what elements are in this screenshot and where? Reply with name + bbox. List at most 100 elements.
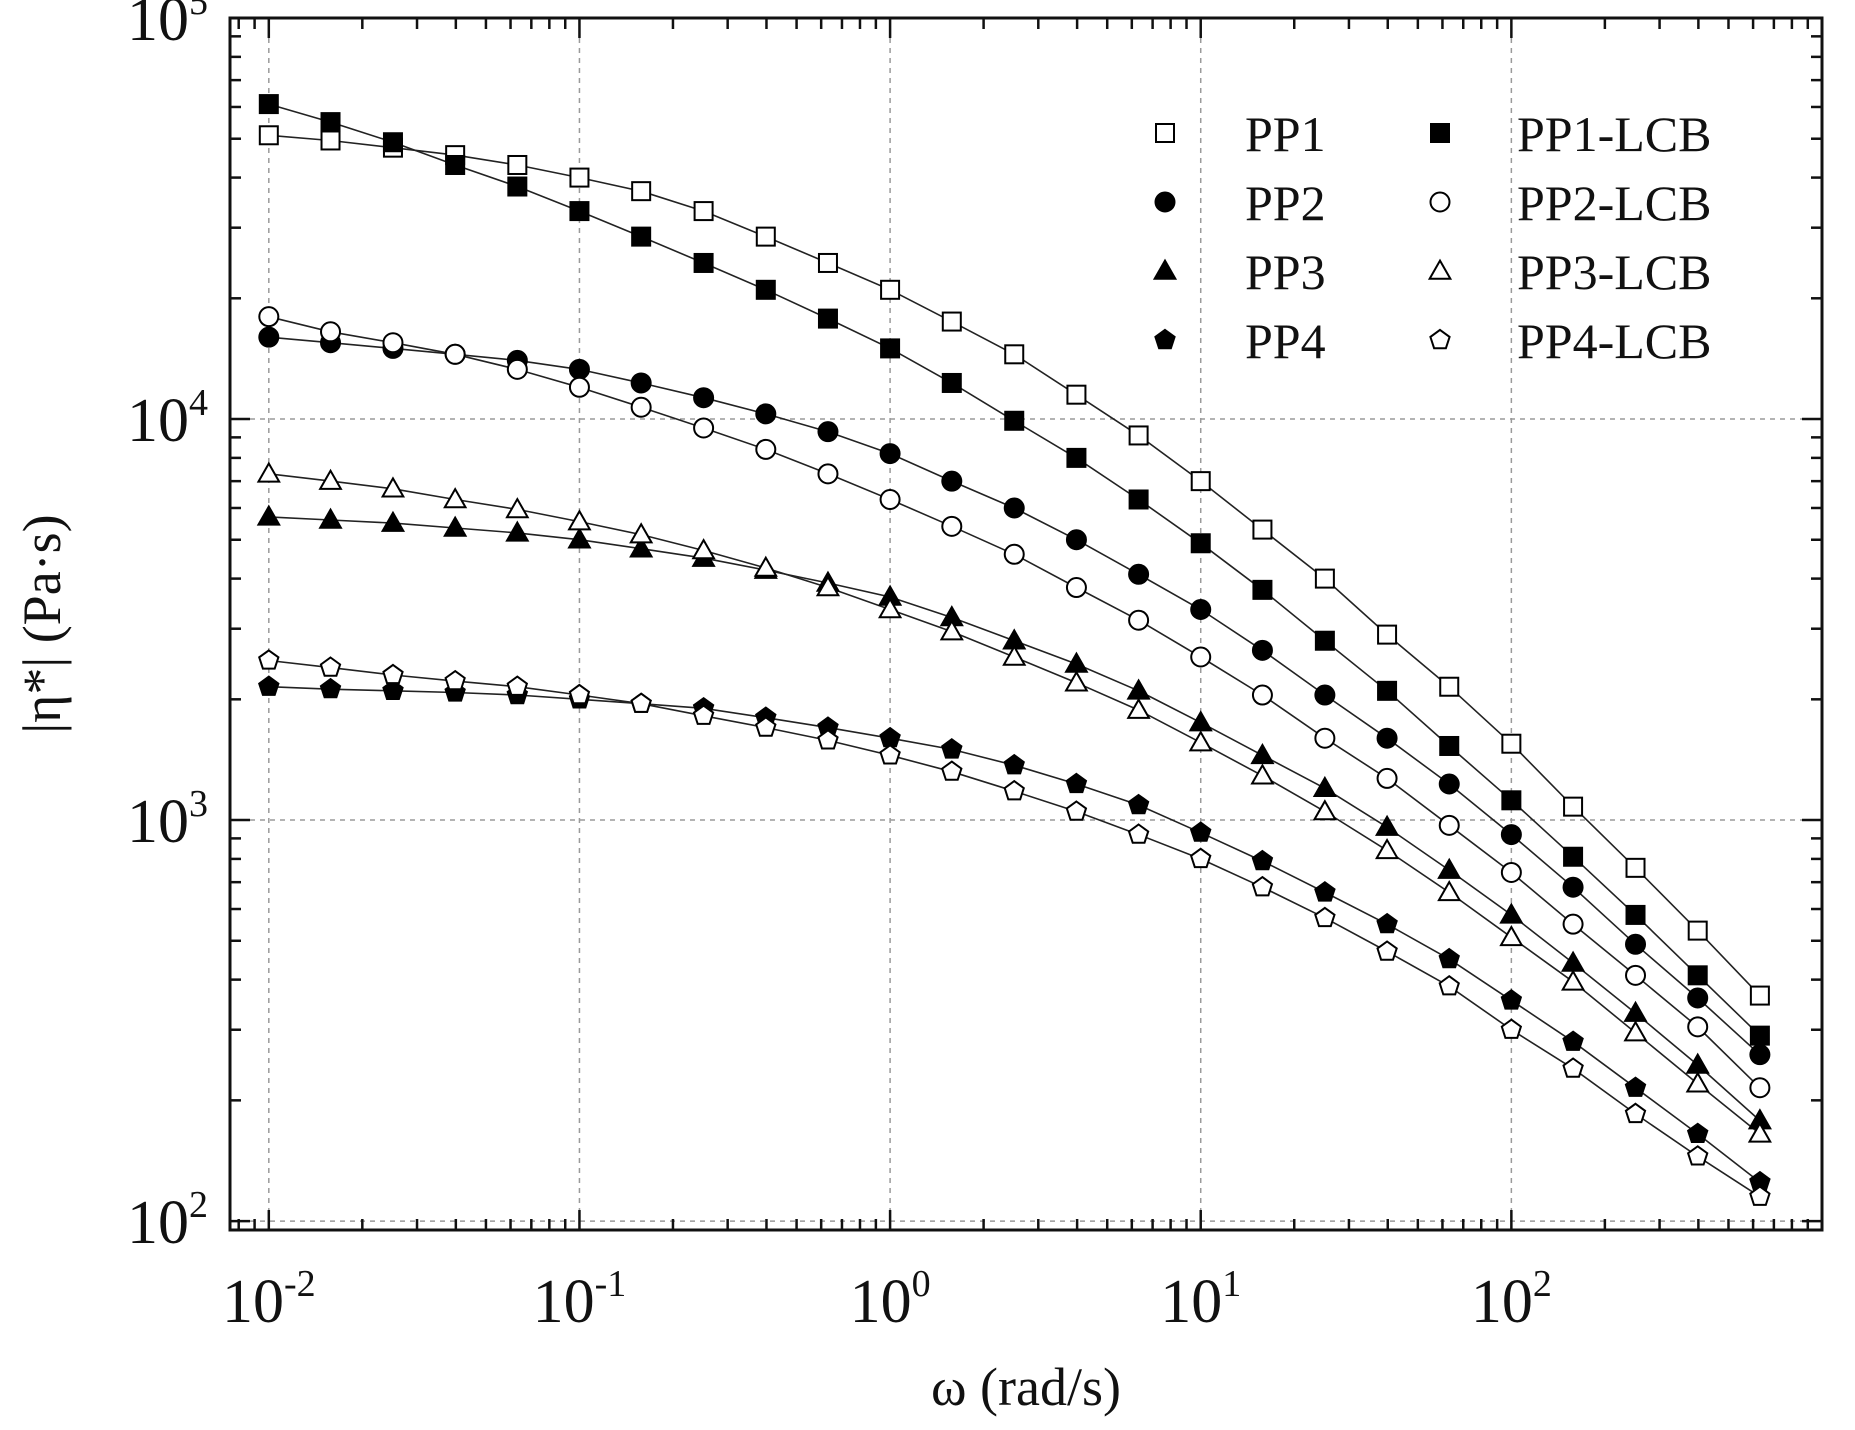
data-point-pp3-lcb <box>815 575 841 597</box>
data-point-pp1-lcb <box>569 201 590 222</box>
data-point-pp1 <box>258 125 279 146</box>
data-point-pp1 <box>941 311 962 332</box>
legend-item-pp4-lcb: PP4-LCB <box>1429 313 1712 369</box>
data-point-pp1 <box>1749 985 1770 1006</box>
data-point-pp4 <box>258 675 280 696</box>
data-point-pp2-lcb <box>879 488 901 510</box>
series-markers-pp4-lcb <box>258 649 1771 1206</box>
data-point-pp3-lcb <box>753 555 778 577</box>
data-point-pp4-lcb <box>1189 847 1212 869</box>
data-point-pp2-lcb <box>320 321 342 343</box>
data-point-pp2 <box>879 443 901 465</box>
data-point-pp3 <box>256 504 281 526</box>
data-point-pp2-lcb <box>1687 1016 1709 1038</box>
data-point-pp4 <box>1438 947 1460 969</box>
legend-marker <box>1427 258 1453 280</box>
data-point-pp3 <box>1250 742 1275 765</box>
series-markers-pp2 <box>258 326 1771 1066</box>
data-point-pp4 <box>879 726 901 748</box>
legend-marker <box>1154 328 1176 350</box>
legend-item-pp4: PP4 <box>1154 313 1326 369</box>
data-point-pp2 <box>755 403 777 425</box>
x-tick-label: 101 <box>1160 1263 1241 1336</box>
data-point-pp4 <box>1065 772 1088 794</box>
data-point-pp1-lcb <box>1252 579 1273 600</box>
data-point-pp3-lcb <box>1499 924 1524 947</box>
axis-ticks <box>230 16 1824 1230</box>
legend-item-pp2: PP2 <box>1154 175 1326 231</box>
data-point-pp1 <box>880 279 901 300</box>
data-point-pp2 <box>1438 773 1460 795</box>
data-point-pp1 <box>1377 624 1398 645</box>
legend-item-pp3-lcb: PP3-LCB <box>1427 244 1712 300</box>
data-point-pp4-lcb <box>1251 875 1274 897</box>
legend-label: PP2-LCB <box>1517 175 1712 231</box>
series-markers-pp3-lcb <box>256 461 1772 1143</box>
legend: PP1 PP2 PP3 PP4 PP1-LCB PP2-LCB PP3-LCB PP4-LCB <box>1152 106 1712 369</box>
data-point-pp3 <box>1437 857 1462 879</box>
data-point-pp4-lcb <box>1562 1057 1584 1078</box>
data-point-pp4-lcb <box>879 744 901 765</box>
data-point-pp2-lcb <box>568 376 590 398</box>
data-point-pp2-lcb <box>1128 609 1150 631</box>
data-point-pp4 <box>941 738 963 759</box>
data-point-pp3 <box>1188 710 1213 732</box>
data-point-pp1-lcb <box>445 154 466 175</box>
data-point-pp3 <box>629 536 654 558</box>
data-point-pp2 <box>1562 876 1584 898</box>
data-point-pp4 <box>1127 793 1150 815</box>
series-line-pp2-lcb <box>268 315 1761 1089</box>
data-point-pp2 <box>941 470 963 492</box>
data-point-pp4-lcb <box>444 669 466 691</box>
data-point-pp1-lcb <box>320 112 341 133</box>
data-point-pp2-lcb <box>1562 913 1584 935</box>
data-point-pp1-lcb <box>631 226 652 247</box>
data-point-pp4 <box>1003 753 1025 775</box>
data-point-pp2-lcb <box>258 306 280 328</box>
data-point-pp3-lcb <box>380 476 406 498</box>
data-point-pp1-lcb <box>1128 489 1149 510</box>
data-point-pp1-lcb <box>1066 447 1087 468</box>
data-point-pp1-lcb <box>1439 735 1460 756</box>
data-point-pp1 <box>1501 733 1522 754</box>
plot-frame <box>228 16 1824 1232</box>
data-point-pp3-lcb <box>1188 730 1213 752</box>
data-point-pp2-lcb <box>817 463 839 485</box>
data-point-pp3-lcb <box>1623 1020 1648 1042</box>
data-point-pp4 <box>1376 912 1398 934</box>
data-point-pp3-lcb <box>1685 1071 1710 1093</box>
data-point-pp4 <box>1686 1122 1709 1143</box>
data-point-pp1-lcb <box>1563 846 1584 867</box>
data-point-pp2 <box>1500 824 1522 846</box>
legend-label: PP2 <box>1245 175 1326 231</box>
data-point-pp2 <box>1251 639 1273 661</box>
data-point-pp2 <box>1625 933 1647 955</box>
x-tick-label: 10-2 <box>222 1263 316 1336</box>
data-point-pp1 <box>1687 920 1708 941</box>
data-point-pp1 <box>1128 425 1149 446</box>
series-line-pp3 <box>268 516 1761 1122</box>
data-point-pp2 <box>1687 987 1709 1009</box>
legend-label: PP1 <box>1245 106 1326 162</box>
data-point-pp4-lcb <box>1686 1145 1709 1166</box>
legend-item-pp3: PP3 <box>1152 244 1326 300</box>
data-point-pp3 <box>1064 651 1089 673</box>
series-line-pp2 <box>268 336 1761 1056</box>
data-point-pp2-lcb <box>1251 684 1273 706</box>
legend-label: PP3-LCB <box>1517 244 1712 300</box>
data-point-pp1-lcb <box>1314 630 1335 651</box>
data-point-pp2-lcb <box>1065 577 1087 599</box>
data-point-pp4 <box>1251 849 1274 871</box>
data-point-pp3 <box>1685 1052 1710 1074</box>
data-markers <box>256 94 1772 1206</box>
data-point-pp4 <box>1500 989 1523 1010</box>
data-point-pp2 <box>258 326 280 348</box>
data-point-pp1-lcb <box>258 94 279 115</box>
series-line-pp4-lcb <box>268 659 1761 1198</box>
data-point-pp1-lcb <box>1625 904 1646 925</box>
data-point-pp1 <box>1314 568 1335 589</box>
data-point-pp3 <box>1623 1000 1648 1022</box>
data-point-pp4 <box>1314 881 1336 902</box>
data-point-pp4 <box>1189 821 1212 842</box>
data-point-pp2 <box>817 421 839 443</box>
